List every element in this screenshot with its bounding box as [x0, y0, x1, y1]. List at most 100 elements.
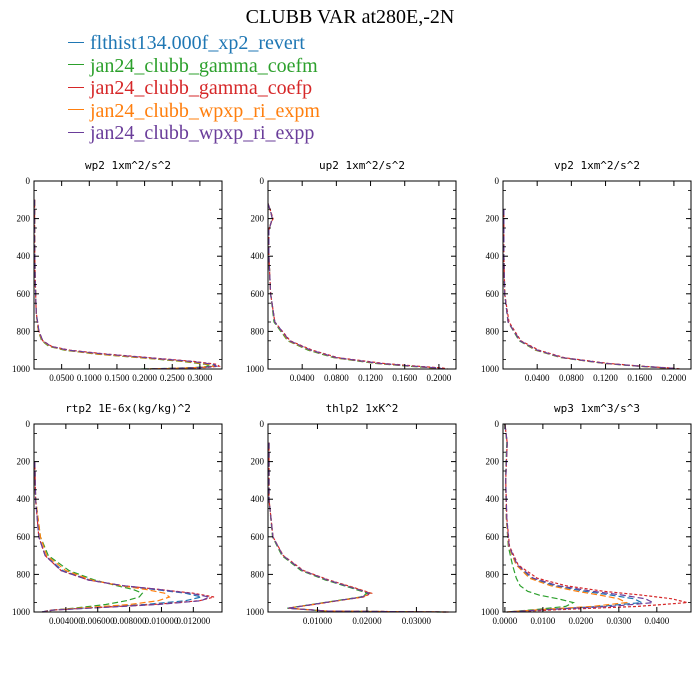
y-tick-label: 1000: [481, 364, 500, 374]
legend-entry: jan24_clubb_wpxp_ri_expm: [68, 100, 320, 123]
series-line: [504, 423, 644, 613]
legend: flthist134.000f_xp2_revert jan24_clubb_g…: [68, 32, 320, 145]
series-line: [33, 199, 221, 370]
x-tick-label: 0.0200: [568, 616, 593, 626]
legend-swatch: [68, 41, 84, 43]
y-tick-label: 800: [486, 569, 500, 579]
series-line: [268, 442, 442, 613]
panel-title: wp2 1xm^2/s^2: [85, 159, 171, 172]
series-line: [503, 209, 674, 370]
series-line: [267, 203, 440, 370]
y-tick-label: 400: [17, 494, 31, 504]
series-line: [504, 423, 629, 613]
x-tick-label: 0.0800: [324, 373, 349, 383]
x-tick-label: 0.2500: [160, 373, 185, 383]
y-tick-label: 200: [486, 214, 500, 224]
x-tick-label: 0.01000: [303, 616, 333, 626]
series-line: [504, 423, 656, 613]
series-line: [34, 461, 215, 613]
y-tick-label: 200: [17, 214, 31, 224]
plot-frame: [267, 180, 457, 370]
y-tick-label: 600: [17, 532, 31, 542]
y-tick-label: 600: [486, 289, 500, 299]
panel-title: up2 1xm^2/s^2: [319, 159, 405, 172]
legend-label: flthist134.000f_xp2_revert: [90, 32, 305, 54]
series-line: [267, 203, 444, 370]
series-line: [34, 461, 212, 613]
x-tick-label: 0.1200: [593, 373, 618, 383]
y-tick-label: 1000: [246, 364, 265, 374]
x-tick-label: 0.0100: [531, 616, 556, 626]
y-tick-label: 400: [486, 494, 500, 504]
series-line: [33, 199, 219, 370]
plot-frame: [33, 180, 223, 370]
series-line: [33, 199, 214, 370]
chart-panel: rtp2 1E-6x(kg/kg)^2 0 200 400 600 800 1000 0.00…: [12, 402, 223, 626]
legend-entry: jan24_clubb_gamma_coefp: [68, 77, 320, 100]
y-tick-label: 600: [251, 289, 265, 299]
x-tick-label: 0.0400: [525, 373, 550, 383]
y-tick-label: 600: [251, 532, 265, 542]
series-line: [504, 423, 688, 613]
page-title: CLUBB VAR at280E,-2N: [245, 6, 455, 28]
x-tick-label: 0.0500: [49, 373, 74, 383]
panel-title: rtp2 1E-6x(kg/kg)^2: [65, 402, 191, 415]
x-tick-label: 0.006000: [81, 616, 115, 626]
legend-swatch: [68, 109, 84, 111]
y-tick-label: 400: [251, 494, 265, 504]
chart-panel: wp2 1xm^2/s^2 0 200 400 600 800 1000 0.0500 0.10…: [12, 159, 223, 383]
series-line: [34, 461, 144, 613]
plot-frame: [267, 423, 457, 613]
x-tick-label: 0.1500: [105, 373, 130, 383]
series-line: [267, 203, 448, 370]
plot-frame: [502, 180, 692, 370]
legend-entry: flthist134.000f_xp2_revert: [68, 32, 320, 55]
series-line: [504, 423, 576, 613]
y-tick-label: 200: [486, 457, 500, 467]
series-line: [33, 199, 217, 370]
y-tick-label: 200: [251, 457, 265, 467]
x-tick-label: 0.0000: [493, 616, 518, 626]
y-tick-label: 600: [486, 532, 500, 542]
series-line: [33, 199, 212, 370]
x-tick-label: 0.2000: [427, 373, 452, 383]
chart-panel: vp2 1xm^2/s^2 0 200 400 600 800 1000 0.0400 0.08…: [481, 159, 692, 383]
x-tick-label: 0.008000: [113, 616, 147, 626]
legend-swatch: [68, 131, 84, 133]
x-tick-label: 0.1600: [627, 373, 652, 383]
y-tick-label: 0: [260, 419, 265, 429]
x-tick-label: 0.0800: [559, 373, 584, 383]
y-tick-label: 0: [495, 176, 500, 186]
series-line: [268, 442, 449, 613]
y-tick-label: 200: [251, 214, 265, 224]
legend-entry: jan24_clubb_wpxp_ri_expp: [68, 122, 320, 145]
y-tick-label: 1000: [246, 607, 265, 617]
chart-panel: up2 1xm^2/s^2 0 200 400 600 800 1000 0.0400 0.08…: [246, 159, 457, 383]
y-tick-label: 0: [495, 419, 500, 429]
chart-panel: wp3 1xm^3/s^3 0 200 400 600 800 10000.0000 0.01…: [481, 402, 692, 626]
legend-label: jan24_clubb_gamma_coefp: [90, 77, 313, 99]
y-tick-label: 800: [17, 569, 31, 579]
series-line: [503, 209, 681, 370]
series-line: [503, 209, 679, 370]
series-line: [267, 203, 444, 370]
x-tick-label: 0.1600: [392, 373, 417, 383]
x-tick-label: 0.0400: [644, 616, 669, 626]
plot-frame: [502, 423, 692, 613]
x-tick-label: 0.010000: [145, 616, 179, 626]
y-tick-label: 800: [486, 326, 500, 336]
y-tick-label: 400: [486, 251, 500, 261]
x-tick-label: 0.2000: [662, 373, 687, 383]
panel-title: thlp2 1xK^2: [326, 402, 399, 415]
chart-panel: thlp2 1xK^2 0 200 400 600 800 1000 0.01000 0.020…: [246, 402, 457, 626]
series-line: [268, 442, 447, 613]
series-line: [34, 461, 202, 613]
y-tick-label: 600: [17, 289, 31, 299]
y-tick-label: 200: [17, 457, 31, 467]
legend-entry: jan24_clubb_gamma_coefm: [68, 55, 320, 78]
x-tick-label: 0.3000: [188, 373, 213, 383]
x-tick-label: 0.012000: [176, 616, 210, 626]
series-line: [34, 461, 171, 613]
y-tick-label: 800: [17, 326, 31, 336]
